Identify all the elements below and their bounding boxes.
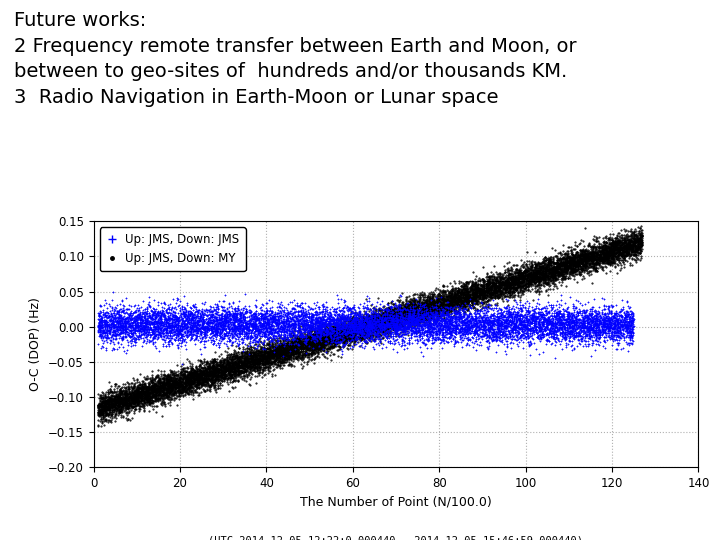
Text: (UTC 2014-12-05 12:22:0.000440 − 2014-12-05 15:46:59.000440): (UTC 2014-12-05 12:22:0.000440 − 2014-12… [209,536,583,540]
Text: Future works:
2 Frequency remote transfer between Earth and Moon, or
between to : Future works: 2 Frequency remote transfe… [14,11,577,107]
Y-axis label: O-C (DOP) (Hz): O-C (DOP) (Hz) [30,298,42,391]
Legend: Up: JMS, Down: JMS, Up: JMS, Down: MY: Up: JMS, Down: JMS, Up: JMS, Down: MY [99,227,246,271]
X-axis label: The Number of Point (N/100.0): The Number of Point (N/100.0) [300,495,492,508]
